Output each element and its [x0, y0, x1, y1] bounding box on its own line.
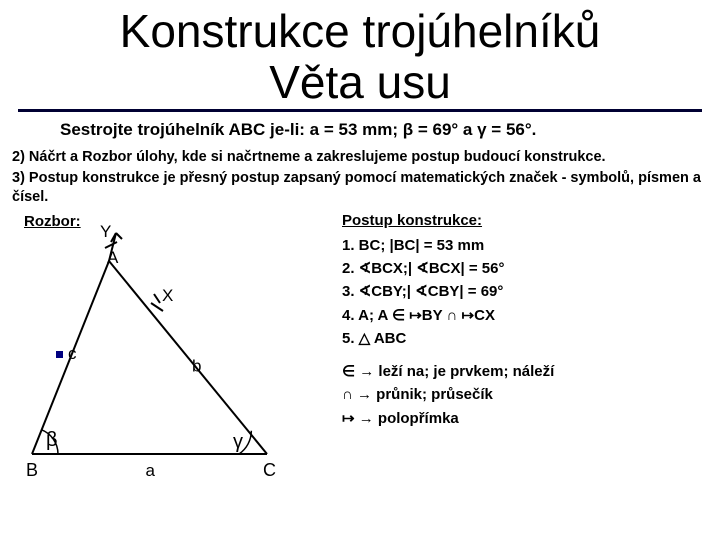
postup-step-5: 5. △ ABC — [342, 327, 708, 350]
construction-steps: Postup konstrukce: 1. BC; |BC| = 53 mm 2… — [322, 209, 708, 484]
step-2-text: 2) Náčrt a Rozbor úlohy, kde si načrtnem… — [12, 148, 704, 167]
svg-text:Y: Y — [100, 222, 111, 241]
postup-step-4: 4. A; A ∈ ↦BY ∩ ↦CX — [342, 304, 708, 327]
legend-ray: ↦ → polopřímka — [342, 407, 708, 430]
legend-elem: ∈ → leží na; je prvkem; náleží — [342, 360, 708, 383]
page-title: Konstrukce trojúhelníků Věta usu — [18, 0, 702, 112]
step-3-text: 3) Postup konstrukce je přesný postup za… — [12, 169, 704, 207]
postup-step-1: 1. BC; |BC| = 53 mm — [342, 234, 708, 257]
svg-text:a: a — [146, 461, 156, 480]
diagram-panel: Rozbor: B C AY Xa b c β γ — [12, 209, 322, 484]
title-line-1: Konstrukce trojúhelníků — [120, 5, 601, 57]
postup-step-2: 2. ∢BCX;| ∢BCX| = 56° — [342, 257, 708, 280]
svg-text:B: B — [26, 460, 38, 480]
legend-intersect: ∩ → průnik; průsečík — [342, 383, 708, 406]
svg-text:b: b — [192, 356, 201, 375]
postup-step-3: 3. ∢CBY;| ∢CBY| = 69° — [342, 280, 708, 303]
svg-text:β: β — [46, 429, 58, 451]
svg-text:X: X — [162, 286, 173, 305]
svg-text:γ: γ — [233, 431, 243, 453]
rozbor-label: Rozbor: — [24, 213, 81, 230]
title-line-2: Věta usu — [269, 56, 451, 108]
problem-statement: Sestrojte trojúhelník ABC je-li: a = 53 … — [60, 120, 700, 140]
svg-text:A: A — [107, 248, 119, 267]
triangle-diagram: B C AY Xa b c β γ — [12, 209, 322, 484]
svg-text:c: c — [68, 344, 77, 363]
svg-text:C: C — [263, 460, 276, 480]
postup-heading: Postup konstrukce: — [342, 209, 708, 232]
legend: ∈ → leží na; je prvkem; náleží ∩ → průni… — [342, 360, 708, 430]
